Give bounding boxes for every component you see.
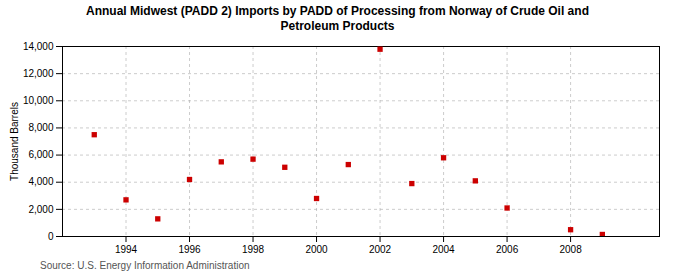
svg-text:1994: 1994: [115, 244, 138, 255]
svg-text:2006: 2006: [496, 244, 519, 255]
svg-text:1998: 1998: [242, 244, 265, 255]
svg-text:6,000: 6,000: [28, 149, 53, 160]
svg-text:4,000: 4,000: [28, 176, 53, 187]
html-text:Source: U.S. Energy Informatio: Source: U.S. Energy Information Administ…: [40, 260, 250, 271]
svg-text:14,000: 14,000: [23, 41, 54, 52]
svg-text:2008: 2008: [559, 244, 582, 255]
svg-text:2,000: 2,000: [28, 204, 53, 215]
svg-text:12,000: 12,000: [23, 68, 54, 79]
svg-text:8,000: 8,000: [28, 122, 53, 133]
svg-text:Thousand Barrels: Thousand Barrels: [9, 102, 20, 181]
svg-text:2000: 2000: [305, 244, 328, 255]
html-text:Annual Midwest (PADD 2) Import: Annual Midwest (PADD 2) Imports by PADD …: [86, 4, 589, 33]
svg-text:1996: 1996: [178, 244, 201, 255]
svg-text:2004: 2004: [432, 244, 455, 255]
svg-text:0: 0: [48, 231, 54, 242]
svg-text:2002: 2002: [369, 244, 392, 255]
svg-text:10,000: 10,000: [23, 95, 54, 106]
